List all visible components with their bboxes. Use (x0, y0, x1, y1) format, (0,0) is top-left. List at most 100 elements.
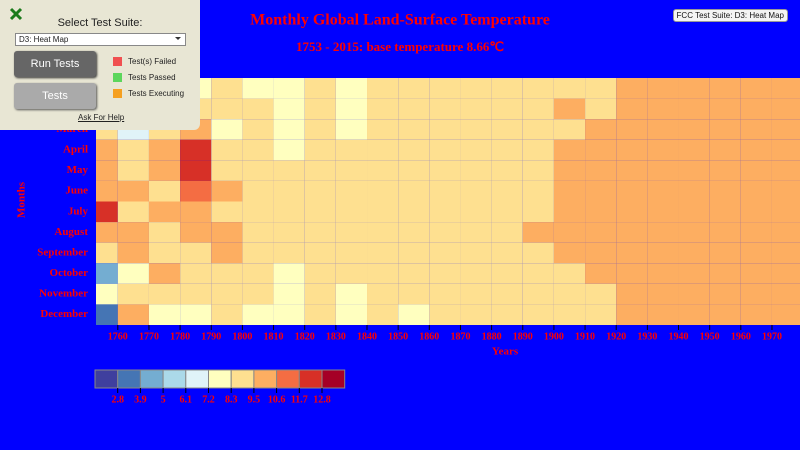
heat-cell (367, 242, 399, 264)
legend-label: 10.6 (268, 394, 286, 405)
heat-cell (180, 263, 212, 284)
month-label: July (68, 205, 89, 217)
close-icon[interactable] (9, 7, 23, 21)
heat-cell (491, 160, 523, 181)
heat-cell (491, 304, 523, 325)
heat-cell (522, 304, 554, 325)
heat-cell (273, 139, 305, 161)
help-link[interactable]: Ask For Help (78, 113, 125, 122)
legend-label: 9.5 (248, 394, 261, 405)
legend-label: 8.3 (225, 394, 238, 405)
heat-cell (491, 78, 523, 99)
fcc-badge[interactable]: FCC Test Suite: D3: Heat Map (672, 9, 788, 22)
heat-cell (740, 180, 772, 202)
heat-cell (117, 160, 149, 181)
x-tick-label: 1900 (544, 331, 564, 342)
heat-cell (180, 139, 212, 161)
heat-cell (460, 160, 492, 181)
heat-cell (553, 304, 586, 325)
heat-cell (740, 201, 772, 223)
heat-cell (740, 119, 772, 140)
legend-swatch (208, 369, 232, 389)
heat-cell (398, 78, 430, 99)
heat-cell (585, 283, 617, 305)
x-tick-label: 1890 (513, 331, 533, 342)
heat-cell (771, 98, 800, 120)
heat-cell (771, 263, 800, 284)
heat-cell (96, 180, 118, 202)
heat-cell (709, 283, 741, 305)
heat-cell (460, 263, 492, 284)
heat-cell (771, 78, 800, 99)
heat-cell (429, 201, 461, 223)
heat-cell (335, 160, 368, 181)
heat-cell (429, 304, 461, 325)
test-legend-swatch (113, 89, 122, 99)
heat-cell (771, 283, 800, 305)
heat-cell (117, 283, 149, 305)
heat-cell (242, 98, 274, 120)
suite-select[interactable]: D3: Heat Map (15, 33, 186, 46)
x-tick-label: 1910 (575, 331, 595, 342)
x-tick-label: 1860 (419, 331, 439, 342)
heat-cell (304, 160, 336, 181)
heat-cell (148, 180, 181, 202)
heat-cell (616, 139, 648, 161)
legend-swatch (139, 369, 164, 389)
heat-cell (429, 263, 461, 284)
heat-cell (367, 304, 399, 325)
heat-cell (585, 119, 617, 140)
heat-cell (678, 304, 710, 325)
heat-cell (96, 222, 118, 243)
tests-button[interactable]: Tests (14, 83, 96, 109)
heat-cell (585, 304, 617, 325)
heat-cell (740, 242, 772, 264)
heat-cell (304, 78, 336, 99)
heat-cell (335, 263, 368, 284)
heat-cell (491, 98, 523, 120)
x-tick-label: 1880 (482, 331, 502, 342)
heat-cell (585, 242, 617, 264)
heat-cell (740, 283, 772, 305)
heat-cell (522, 283, 554, 305)
x-tick-label: 1950 (700, 331, 720, 342)
heat-cell (304, 139, 336, 161)
heat-cell (522, 263, 554, 284)
heat-cell (585, 98, 617, 120)
heat-cell (211, 283, 243, 305)
heat-cell (117, 304, 149, 325)
heat-cell (273, 98, 305, 120)
heat-cell (678, 160, 710, 181)
heat-cell (304, 304, 336, 325)
heat-cell (522, 222, 554, 243)
heat-cell (585, 78, 617, 99)
heat-cell (491, 201, 523, 223)
heat-cell (96, 242, 118, 264)
heat-cell (398, 242, 430, 264)
heat-cell (460, 242, 492, 264)
heat-cell (211, 98, 243, 120)
run-tests-button[interactable]: Run Tests (14, 51, 96, 77)
legend-label: 2.8 (111, 394, 124, 405)
heat-cell (647, 283, 679, 305)
heat-cell (429, 242, 461, 264)
legend-swatch (117, 369, 141, 389)
heat-cell (429, 78, 461, 99)
heat-cell (522, 98, 554, 120)
heat-cell (491, 242, 523, 264)
heat-cell (678, 222, 710, 243)
heat-cell (180, 242, 212, 264)
heat-cell (460, 180, 492, 202)
heat-cell (367, 180, 399, 202)
legend-label: 6.1 (180, 394, 193, 405)
heat-cell (242, 242, 274, 264)
heat-cell (242, 78, 274, 99)
heat-cell (335, 139, 368, 161)
heat-cell (117, 263, 149, 284)
heat-cell (242, 263, 274, 284)
heat-cell (148, 242, 181, 264)
heat-cell (211, 304, 243, 325)
heat-cell (771, 304, 800, 325)
heat-cell (148, 160, 181, 181)
